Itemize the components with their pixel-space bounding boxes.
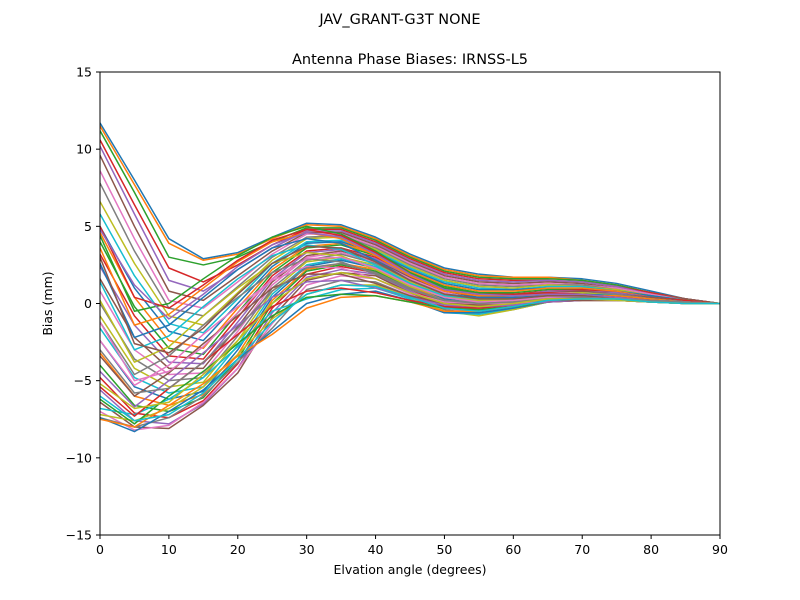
x-tick-label: 0 <box>96 542 104 557</box>
x-tick-label: 40 <box>368 542 384 557</box>
x-tick-label: 70 <box>574 542 590 557</box>
series-line <box>100 229 720 320</box>
x-tick-label: 30 <box>299 542 315 557</box>
series-line <box>100 145 720 305</box>
y-tick-label: 0 <box>84 296 92 311</box>
x-tick-label: 60 <box>505 542 521 557</box>
series-line <box>100 122 720 305</box>
x-tick-label: 90 <box>712 542 728 557</box>
x-tick-label: 80 <box>643 542 659 557</box>
x-tick-label: 10 <box>161 542 177 557</box>
y-axis-label: Bias (mm) <box>40 271 55 335</box>
series-line <box>100 130 720 305</box>
series-line <box>100 170 720 309</box>
series-line <box>100 284 720 422</box>
x-tick-label: 20 <box>230 542 246 557</box>
y-tick-label: 10 <box>76 142 92 157</box>
y-tick-label: −5 <box>74 373 92 388</box>
y-tick-label: 15 <box>76 65 92 80</box>
x-tick-label: 50 <box>436 542 452 557</box>
y-tick-label: −10 <box>66 450 92 465</box>
y-tick-label: 5 <box>84 219 92 234</box>
x-axis-ticks: 0 10 20 30 40 50 60 70 80 90 <box>96 535 728 557</box>
series-line <box>100 232 720 350</box>
series-line <box>100 251 720 363</box>
x-axis-label: Elvation angle (degrees) <box>333 562 486 577</box>
y-tick-label: −15 <box>66 528 92 543</box>
figure-suptitle: JAV_GRANT-G3T NONE <box>318 12 480 28</box>
chart-title: Antenna Phase Biases: IRNSS-L5 <box>292 52 528 68</box>
y-axis-ticks: −15 −10 −5 0 5 10 15 <box>66 65 100 543</box>
series-lines <box>100 122 720 433</box>
